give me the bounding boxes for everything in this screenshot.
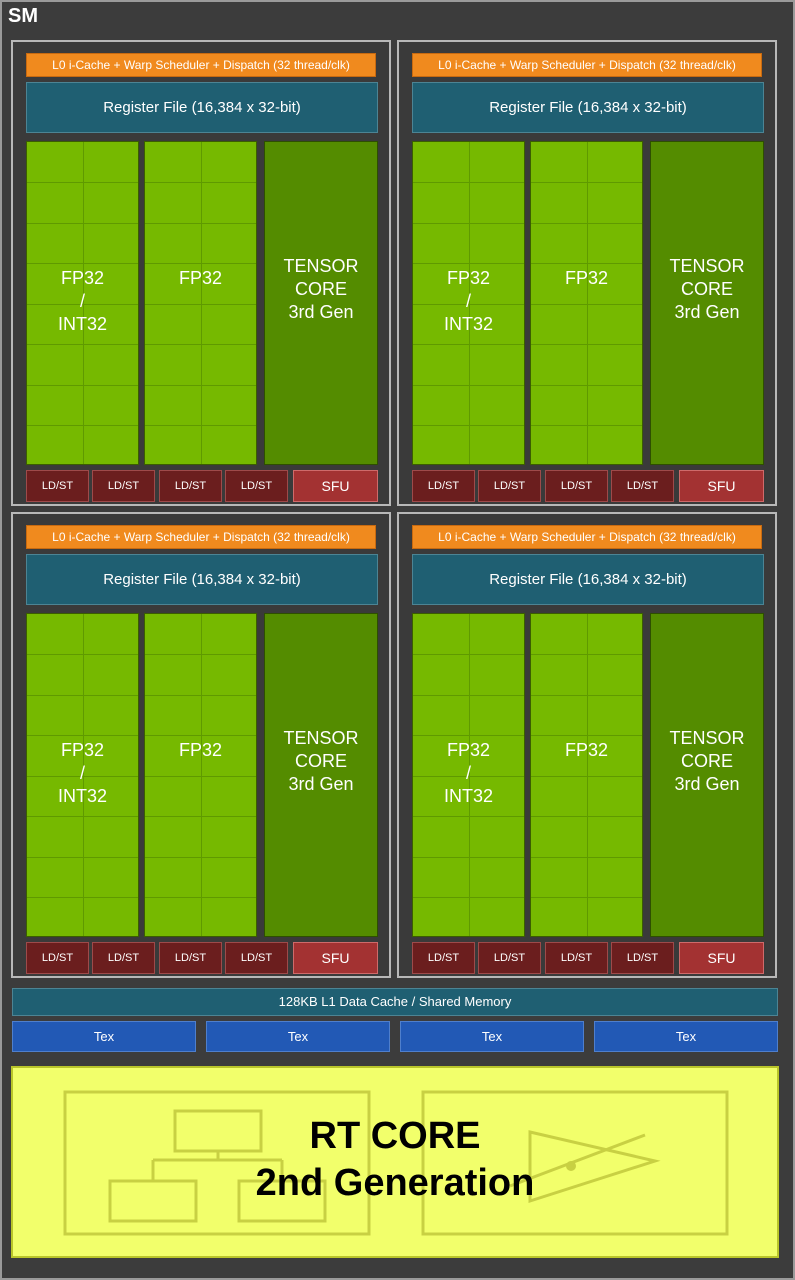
fp32-int32-unit: FP32/INT32 <box>26 613 139 937</box>
fp32-int32-unit: FP32/INT32 <box>26 141 139 465</box>
fp32-int32-unit: FP32/INT32 <box>412 141 525 465</box>
rt-core-schematic <box>63 1090 729 1236</box>
ldst-unit: LD/ST <box>92 942 155 974</box>
tensor-core: TENSOR CORE 3rd Gen <box>264 613 378 937</box>
fp32-unit-label: FP32 <box>564 740 609 760</box>
sfu-unit: SFU <box>293 470 378 502</box>
warp-scheduler-dispatch: L0 i-Cache + Warp Scheduler + Dispatch (… <box>412 525 762 549</box>
rt-core-title: RT CORE <box>309 1115 481 1157</box>
ldst-unit: LD/ST <box>478 470 541 502</box>
tensor-core: TENSOR CORE 3rd Gen <box>650 141 764 465</box>
tensor-core: TENSOR CORE 3rd Gen <box>650 613 764 937</box>
tensor-core: TENSOR CORE 3rd Gen <box>264 141 378 465</box>
rt-core-label: RT CORE 2nd Generation <box>13 1113 777 1207</box>
rt-core-subtitle: 2nd Generation <box>255 1162 535 1204</box>
ldst-unit: LD/ST <box>159 470 222 502</box>
intersection-point <box>566 1161 576 1171</box>
ldst-unit: LD/ST <box>545 470 608 502</box>
processing-block-2: L0 i-Cache + Warp Scheduler + Dispatch (… <box>11 512 391 978</box>
ldst-unit: LD/ST <box>545 942 608 974</box>
tensor-core-label: TENSOR CORE 3rd Gen <box>283 728 359 794</box>
ldst-unit: LD/ST <box>412 470 475 502</box>
register-file: Register File (16,384 x 32-bit) <box>412 554 764 605</box>
ldst-unit: LD/ST <box>159 942 222 974</box>
bvh-box <box>63 1090 371 1236</box>
processing-block-0: L0 i-Cache + Warp Scheduler + Dispatch (… <box>11 40 391 506</box>
tex-unit: Tex <box>206 1021 390 1052</box>
triangle-box <box>421 1090 729 1236</box>
tensor-core-label: TENSOR CORE 3rd Gen <box>283 256 359 322</box>
sfu-unit: SFU <box>679 942 764 974</box>
ldst-unit: LD/ST <box>412 942 475 974</box>
fp32-unit: FP32 <box>144 141 257 465</box>
fp32-int32-unit-label: FP32/INT32 <box>443 268 494 334</box>
fp32-unit-label: FP32 <box>178 740 223 760</box>
warp-scheduler-dispatch: L0 i-Cache + Warp Scheduler + Dispatch (… <box>26 53 376 77</box>
processing-block-1: L0 i-Cache + Warp Scheduler + Dispatch (… <box>397 40 777 506</box>
sfu-unit: SFU <box>293 942 378 974</box>
warp-scheduler-dispatch: L0 i-Cache + Warp Scheduler + Dispatch (… <box>26 525 376 549</box>
ray-line <box>509 1133 646 1188</box>
warp-scheduler-dispatch: L0 i-Cache + Warp Scheduler + Dispatch (… <box>412 53 762 77</box>
rt-core: RT CORE 2nd Generation <box>11 1066 779 1258</box>
fp32-int32-unit-label: FP32/INT32 <box>443 740 494 806</box>
fp32-int32-unit: FP32/INT32 <box>412 613 525 937</box>
fp32-unit-label: FP32 <box>564 268 609 288</box>
fp32-unit: FP32 <box>530 141 643 465</box>
ldst-unit: LD/ST <box>478 942 541 974</box>
fp32-unit: FP32 <box>530 613 643 937</box>
fp32-int32-unit-label: FP32/INT32 <box>57 268 108 334</box>
tex-unit: Tex <box>400 1021 584 1052</box>
sm-label: SM <box>8 5 38 27</box>
l1-data-cache: 128KB L1 Data Cache / Shared Memory <box>12 988 778 1016</box>
register-file: Register File (16,384 x 32-bit) <box>412 82 764 133</box>
tex-unit: Tex <box>12 1021 196 1052</box>
fp32-unit: FP32 <box>144 613 257 937</box>
ldst-unit: LD/ST <box>26 470 89 502</box>
processing-block-3: L0 i-Cache + Warp Scheduler + Dispatch (… <box>397 512 777 978</box>
register-file: Register File (16,384 x 32-bit) <box>26 554 378 605</box>
fp32-unit-label: FP32 <box>178 268 223 288</box>
ldst-unit: LD/ST <box>611 942 674 974</box>
ldst-unit: LD/ST <box>225 942 288 974</box>
tensor-core-label: TENSOR CORE 3rd Gen <box>669 728 745 794</box>
fp32-int32-unit-label: FP32/INT32 <box>57 740 108 806</box>
ldst-unit: LD/ST <box>611 470 674 502</box>
ldst-unit: LD/ST <box>225 470 288 502</box>
sfu-unit: SFU <box>679 470 764 502</box>
tex-unit: Tex <box>594 1021 778 1052</box>
triangle-shape <box>528 1130 661 1204</box>
tensor-core-label: TENSOR CORE 3rd Gen <box>669 256 745 322</box>
ldst-unit: LD/ST <box>92 470 155 502</box>
ldst-unit: LD/ST <box>26 942 89 974</box>
register-file: Register File (16,384 x 32-bit) <box>26 82 378 133</box>
